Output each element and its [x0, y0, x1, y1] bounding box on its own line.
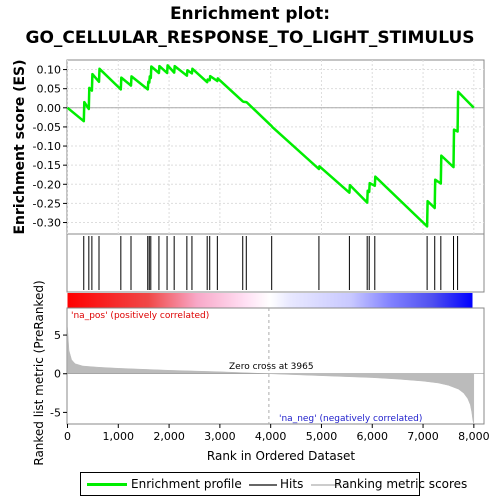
x-tick-label: 5,000	[306, 430, 338, 443]
legend: Enrichment profile Hits Ranking metric s…	[80, 472, 467, 496]
metric-y-tick-label: -5	[50, 406, 61, 419]
legend-hits: Hits	[280, 477, 304, 491]
es-y-tick-label: -0.25	[33, 197, 61, 210]
x-tick-label: 0	[64, 430, 71, 443]
es-y-tick-label: -0.10	[33, 140, 61, 153]
es-y-tick-label: -0.05	[33, 121, 61, 134]
legend-enrichment-swatch	[87, 483, 127, 486]
metric-y-tick-label: 0	[54, 368, 61, 381]
es-y-tick-label: -0.15	[33, 159, 61, 172]
x-tick-label: 8,000	[458, 430, 490, 443]
chart-title-line2: GO_CELLULAR_RESPONSE_TO_LIGHT_STIMULUS	[25, 28, 475, 48]
x-tick-label: 7,000	[407, 430, 439, 443]
rank-bar	[67, 293, 473, 308]
es-y-axis-label: Enrichment score (ES)	[12, 59, 28, 234]
es-y-tick-label: -0.30	[33, 217, 61, 230]
zero-cross-label: Zero cross at 3965	[229, 362, 314, 372]
enrichment-profile-line	[66, 64, 475, 228]
es-panel-frame	[66, 59, 485, 235]
es-y-tick-label: 0.10	[37, 64, 62, 77]
negative-correlation-label: 'na_neg' (negatively correlated)	[279, 414, 422, 424]
x-tick-label: 2,000	[153, 430, 185, 443]
x-tick-label: 1,000	[103, 430, 135, 443]
x-tick-label: 4,000	[255, 430, 287, 443]
es-y-tick-label: -0.20	[33, 178, 61, 191]
metric-y-axis-label: Ranked list metric (PreRanked)	[32, 280, 46, 465]
legend-metric-swatch	[311, 484, 339, 486]
es-y-tick-label: 0.05	[37, 83, 62, 96]
legend-enrichment-profile: Enrichment profile	[131, 477, 242, 491]
metric-y-tick-label: 5	[54, 329, 61, 342]
hits-panel-frame	[66, 233, 485, 293]
x-tick-label: 6,000	[357, 430, 389, 443]
x-axis-label: Rank in Ordered Dataset	[207, 449, 355, 463]
metric-panel-frame	[66, 307, 485, 425]
legend-ranking-metric-scores: Ranking metric scores	[334, 477, 468, 491]
positive-correlation-label: 'na_pos' (positively correlated)	[71, 311, 209, 321]
chart-title-line1: Enrichment plot:	[169, 4, 331, 24]
es-y-tick-label: 0.00	[37, 102, 62, 115]
legend-hits-swatch	[249, 484, 277, 486]
ranking-metric-area	[67, 327, 475, 425]
x-tick-label: 3,000	[204, 430, 236, 443]
